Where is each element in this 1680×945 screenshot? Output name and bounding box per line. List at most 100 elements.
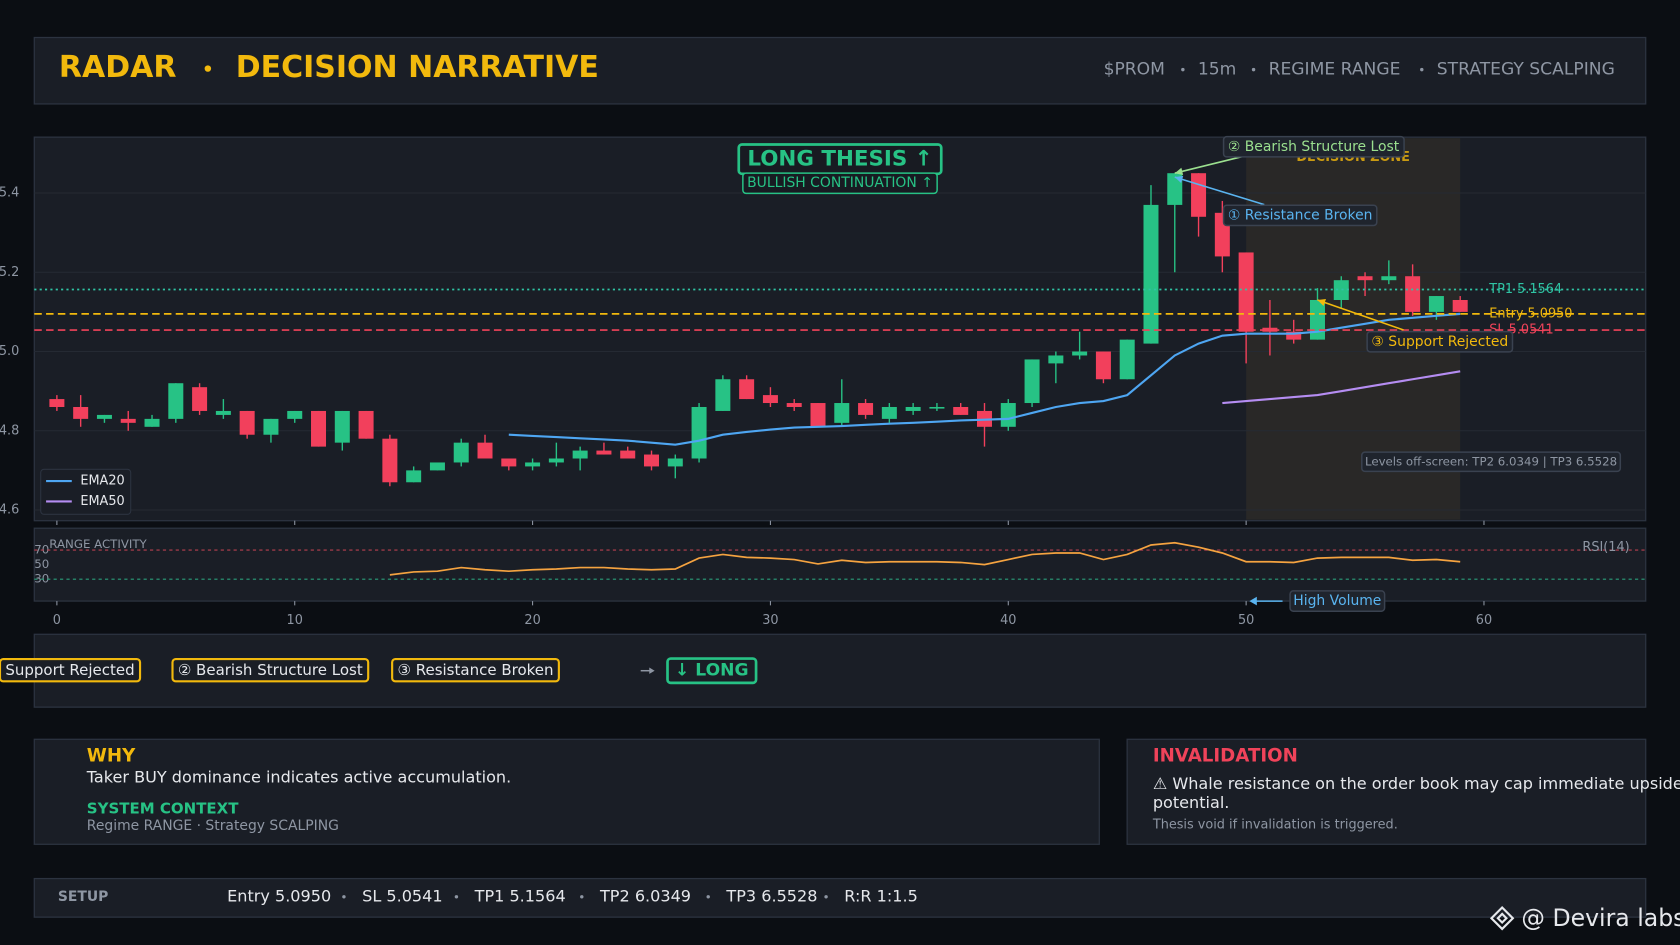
candle-body [1095, 351, 1111, 380]
candle-body [548, 458, 564, 463]
candle-body [644, 454, 660, 467]
invalidation-line: ⚠ Whale resistance on the order book may… [1153, 774, 1680, 793]
invalidation-panel [1126, 738, 1647, 845]
setup-item: TP1 5.1564 [474, 886, 566, 905]
candle-body [406, 470, 422, 483]
setup-item: SL 5.0541 [362, 886, 442, 905]
candle-body [858, 403, 874, 415]
y-tick-label: 4.8 [0, 423, 19, 438]
arrow-head [649, 667, 655, 674]
separator [1420, 67, 1424, 72]
invalidation-title: INVALIDATION [1153, 745, 1298, 766]
candle-body [1428, 296, 1444, 312]
candle-body [477, 442, 493, 459]
x-tick-label: 10 [287, 613, 303, 628]
candle-body [1119, 339, 1135, 380]
candle-body [1143, 204, 1159, 344]
candle-body [596, 450, 612, 455]
candle-body [620, 450, 636, 459]
candle-body [1405, 276, 1421, 312]
label-box [1289, 590, 1386, 612]
candle-body [929, 406, 945, 409]
candle-body [334, 410, 350, 443]
candle-body [453, 442, 469, 463]
candle-body [1167, 173, 1183, 205]
setup-item: TP2 6.0349 [599, 886, 691, 905]
candle-body [1333, 280, 1349, 301]
label-box [171, 658, 370, 683]
why-panel [33, 738, 1100, 845]
label-box [666, 657, 758, 685]
separator [1251, 67, 1256, 72]
annotation-arrow [1174, 176, 1265, 206]
candle-body [1191, 173, 1207, 217]
candle-body [953, 406, 969, 415]
header-meta-item: REGIME RANGE [1269, 60, 1401, 80]
candle-body [1024, 359, 1040, 404]
candle-body [429, 462, 445, 471]
label-box [1361, 451, 1622, 473]
label-box [1366, 330, 1514, 353]
setup-item: Entry 5.0950 [227, 886, 331, 905]
candle-body [834, 403, 850, 423]
candle-body [715, 379, 731, 411]
narrative-outcome: ↓ LONG [675, 661, 749, 681]
candle-body [263, 418, 279, 435]
brand: @ Devira labs [1521, 904, 1680, 932]
candle-body [96, 414, 112, 419]
y-tick-label: 50 [34, 557, 49, 571]
annotation-label: ③ Support Rejected [1371, 334, 1508, 350]
header-meta-item: 15m [1198, 60, 1236, 80]
ema-line [508, 312, 1461, 446]
candle-body [192, 387, 208, 411]
rsi-panel [33, 527, 1647, 602]
ema-line [1222, 370, 1461, 405]
label-box [1222, 135, 1405, 158]
y-tick-label: 5.4 [0, 186, 19, 201]
brand-logo [1489, 905, 1515, 931]
x-tick-label: 50 [1238, 613, 1254, 628]
title-right: DECISION NARRATIVE [236, 50, 599, 85]
label-box [1222, 204, 1378, 227]
candle-body [382, 438, 398, 483]
candle-body [667, 458, 683, 467]
candle-body [311, 410, 327, 447]
invalidation-line: potential. [1153, 793, 1230, 812]
y-tick-label: 5.0 [0, 344, 19, 359]
candle-body [691, 406, 707, 459]
candle-body [762, 395, 778, 404]
x-tick-label: 30 [762, 613, 778, 628]
separator [204, 65, 212, 72]
annotation-label: ② Bearish Structure Lost [1228, 139, 1400, 155]
series-label: RSI(14) [1582, 540, 1629, 555]
thesis-title: LONG THESIS ↑ [747, 147, 932, 172]
separator [454, 895, 459, 899]
candle-body [1262, 327, 1278, 332]
candle-body [1072, 351, 1088, 356]
y-tick-label: 4.6 [0, 503, 19, 518]
candle-body [1357, 276, 1373, 281]
candle-body [501, 458, 517, 467]
y-tick-label: 5.2 [0, 265, 19, 280]
candle-body [1048, 355, 1064, 364]
candle-body [215, 410, 231, 415]
title-left: RADAR [59, 50, 177, 85]
candle-body [1000, 403, 1016, 427]
candle-body [572, 450, 588, 459]
candle-body [1452, 300, 1468, 312]
candle-body [144, 418, 160, 427]
context-title: SYSTEM CONTEXT [87, 799, 239, 817]
header-meta-item: STRATEGY SCALPING [1437, 60, 1615, 80]
separator [824, 895, 828, 899]
panel-title: RANGE ACTIVITY [49, 537, 147, 551]
candle-body [49, 399, 65, 407]
x-tick-label: 0 [53, 613, 61, 628]
legend-label: EMA50 [80, 494, 124, 509]
candle-body [239, 410, 255, 435]
header-meta: $PROM 15m REGIME RANGE STRATEGY SCALPING [1104, 60, 1615, 80]
annotation-label: ① Resistance Broken [1228, 207, 1373, 223]
label-box [391, 658, 560, 683]
candle-body [739, 379, 755, 400]
